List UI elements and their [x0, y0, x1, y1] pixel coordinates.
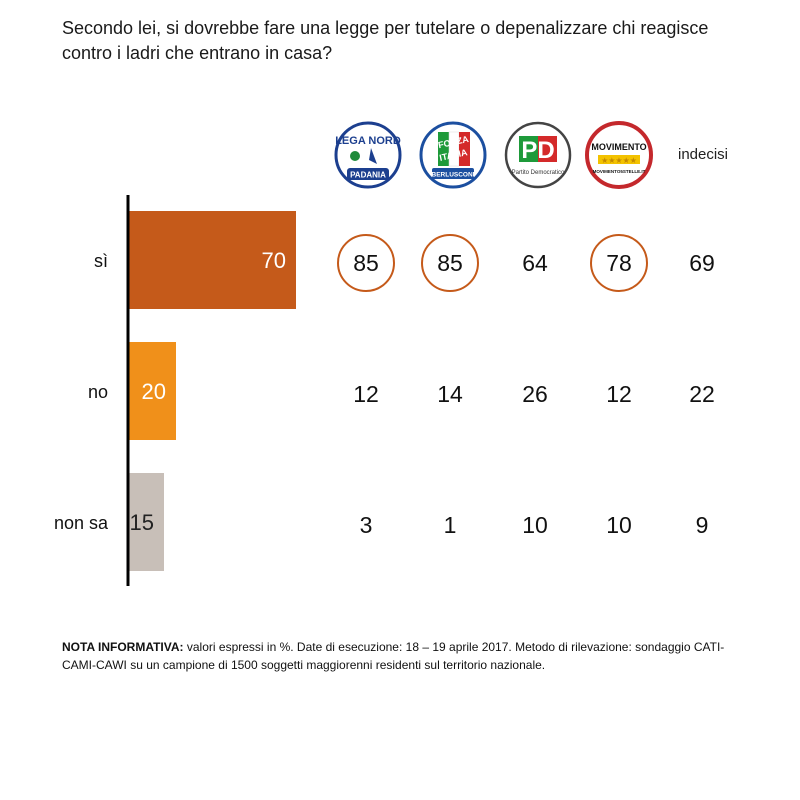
svg-text:★★★★★: ★★★★★	[601, 156, 637, 165]
table-cell-value: 1	[444, 512, 457, 538]
svg-text:PD: PD	[521, 137, 554, 164]
table-cell-value: 14	[437, 381, 463, 407]
svg-text:PADANIA: PADANIA	[350, 171, 386, 180]
highlight-circle	[421, 234, 479, 292]
table-cell-value: 10	[522, 512, 548, 538]
movimento-5-stelle-logo: MOVIMENTO ★★★★★ MOVIMENTO5STELLE.IT	[585, 121, 653, 189]
table-cell-value: 12	[606, 381, 632, 407]
table-cell-value: 26	[522, 381, 548, 407]
table-cell-value: 12	[353, 381, 379, 407]
bar-non-sa	[128, 473, 164, 571]
column-label-indecisi: indecisi	[677, 146, 729, 163]
bar-no	[128, 342, 176, 440]
table-cell-value: 64	[522, 250, 548, 276]
svg-text:Partito Democratico: Partito Democratico	[512, 170, 565, 176]
svg-text:MOVIMENTO5STELLE.IT: MOVIMENTO5STELLE.IT	[593, 169, 646, 174]
lega-nord-logo: LEGA NORD PADANIA	[334, 121, 402, 189]
svg-text:LEGA NORD: LEGA NORD	[335, 135, 401, 147]
bar-value-label: 20	[142, 379, 166, 404]
bar-sì	[128, 211, 296, 309]
svg-text:MOVIMENTO: MOVIMENTO	[591, 142, 646, 152]
bar-value-label: 70	[262, 248, 286, 273]
table-cell-value: 9	[696, 512, 709, 538]
note-label: NOTA INFORMATIVA:	[62, 640, 184, 654]
table-cell-value: 22	[689, 381, 715, 407]
table-cell-value: 78	[606, 250, 632, 276]
table-cell-value: 85	[437, 250, 463, 276]
info-note: NOTA INFORMATIVA: valori espressi in %. …	[62, 638, 742, 674]
category-label: no	[88, 382, 108, 402]
partito-democratico-logo: PD Partito Democratico	[504, 121, 572, 189]
svg-text:BERLUSCONI: BERLUSCONI	[432, 172, 475, 179]
table-cell-value: 85	[353, 250, 379, 276]
category-label: non sa	[54, 513, 109, 533]
highlight-circle	[337, 234, 395, 292]
chart-title: Secondo lei, si dovrebbe fare una legge …	[62, 18, 709, 63]
note-text: valori espressi in %. Date di esecuzione…	[62, 640, 725, 672]
bar-value-label: 15	[130, 510, 154, 535]
forza-italia-logo: FORZA ITALIA BERLUSCONI	[419, 121, 487, 189]
table-cell-value: 69	[689, 250, 715, 276]
table-cell-value: 10	[606, 512, 632, 538]
table-cell-value: 3	[360, 512, 373, 538]
category-label: sì	[94, 251, 108, 271]
highlight-circle	[590, 234, 648, 292]
